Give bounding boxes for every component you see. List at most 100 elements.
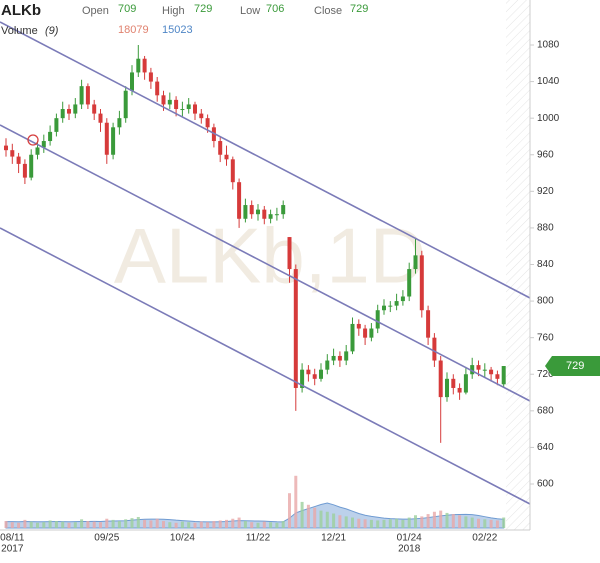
candle-body	[29, 154, 34, 178]
candle-body	[10, 150, 15, 157]
candle-body	[350, 323, 355, 352]
candle-body	[73, 104, 78, 114]
candle-body	[180, 109, 185, 111]
y-tick-label: 920	[537, 186, 554, 197]
volume-value: 18079	[118, 24, 149, 36]
candle-body	[174, 99, 179, 110]
high-label: High	[162, 5, 185, 17]
volume-bar	[275, 522, 279, 528]
candle-body	[470, 365, 475, 375]
candle-body	[262, 209, 267, 219]
event-marker[interactable]	[27, 134, 39, 146]
candle-body	[60, 109, 65, 119]
volume-bar	[180, 521, 184, 528]
volume-bar	[143, 519, 147, 528]
volume-bar	[420, 516, 424, 528]
volume-bar	[187, 522, 191, 528]
high-value: 729	[194, 3, 212, 15]
candle-body	[22, 163, 27, 178]
x-tick-label: 12/21	[321, 533, 346, 544]
volume-bar	[168, 522, 172, 528]
volume-bar	[401, 519, 405, 528]
volume-period: (9)	[45, 25, 59, 37]
volume-bar	[458, 515, 462, 528]
volume-bar	[344, 516, 348, 528]
volume-bar	[225, 519, 228, 528]
y-tick-label: 720	[537, 369, 554, 380]
volume-bar	[332, 513, 336, 528]
candle-body	[344, 351, 349, 361]
candle-body	[268, 214, 273, 219]
volume-ma-value: 15023	[162, 24, 193, 36]
y-tick-label: 840	[537, 259, 554, 270]
channel-middle	[0, 124, 531, 402]
y-tick-label: 880	[537, 223, 554, 234]
candle-body	[35, 147, 40, 155]
volume-label: Volume	[1, 25, 38, 37]
candle-body	[155, 81, 160, 96]
low-label: Low	[240, 5, 260, 17]
volume-bar	[23, 519, 27, 528]
volume-bar	[149, 520, 153, 528]
y-tick-label: 960	[537, 149, 554, 160]
candle-body	[463, 374, 468, 393]
volume-bar	[382, 519, 386, 528]
candle-body	[287, 237, 292, 270]
candle-body	[186, 104, 191, 110]
volume-bar	[231, 518, 235, 528]
y-tick-label: 1040	[537, 76, 560, 87]
candle-body	[306, 369, 311, 375]
low-value: 706	[266, 3, 284, 15]
volume-bar	[470, 517, 474, 528]
candle-body	[249, 205, 254, 215]
candle-body	[193, 104, 197, 114]
volume-bar	[445, 512, 449, 528]
candle-body	[293, 269, 298, 388]
volume-bar	[363, 519, 367, 528]
y-tick-label: 680	[537, 405, 554, 416]
volume-bar	[502, 517, 506, 528]
volume-bar	[174, 522, 178, 528]
volume-bar	[495, 520, 499, 528]
candle-body	[432, 337, 437, 361]
candle-body	[356, 323, 361, 329]
volume-bar	[54, 521, 58, 528]
candle-body	[67, 109, 71, 114]
candle-body	[243, 205, 248, 219]
candle-body	[148, 72, 153, 82]
volume-bar	[67, 522, 71, 528]
candle-body	[281, 205, 286, 215]
volume-bar	[414, 515, 417, 528]
volume-bar	[86, 521, 90, 528]
volume-bar	[48, 520, 52, 528]
volume-bar	[4, 521, 8, 528]
y-tick-label: 760	[537, 332, 554, 343]
candle-body	[142, 58, 147, 73]
candle-body	[256, 209, 260, 215]
volume-bar	[73, 522, 77, 528]
candle-body	[369, 328, 374, 338]
volume-bar	[218, 520, 222, 528]
candle-body	[319, 369, 323, 379]
volume-bar	[262, 521, 266, 528]
plot-area	[4, 45, 506, 529]
candle-body	[451, 378, 456, 388]
last-price-tag	[545, 356, 600, 377]
candle-body	[199, 113, 204, 119]
candle-body	[123, 90, 128, 119]
candle-body	[489, 369, 494, 375]
x-tick-label: 01/24	[397, 533, 422, 544]
candle-body	[495, 374, 500, 379]
volume-bar	[483, 519, 487, 528]
candle-body	[111, 127, 116, 155]
candle-body	[388, 305, 393, 307]
candle-body	[54, 118, 59, 132]
candle-body	[325, 360, 330, 370]
candle-body	[407, 269, 412, 297]
volume-bar	[351, 517, 354, 528]
candle-body	[161, 95, 166, 105]
open-value: 709	[118, 3, 136, 15]
volume-bar	[288, 493, 291, 528]
volume-bar	[10, 522, 14, 528]
volume-bar	[17, 522, 21, 528]
